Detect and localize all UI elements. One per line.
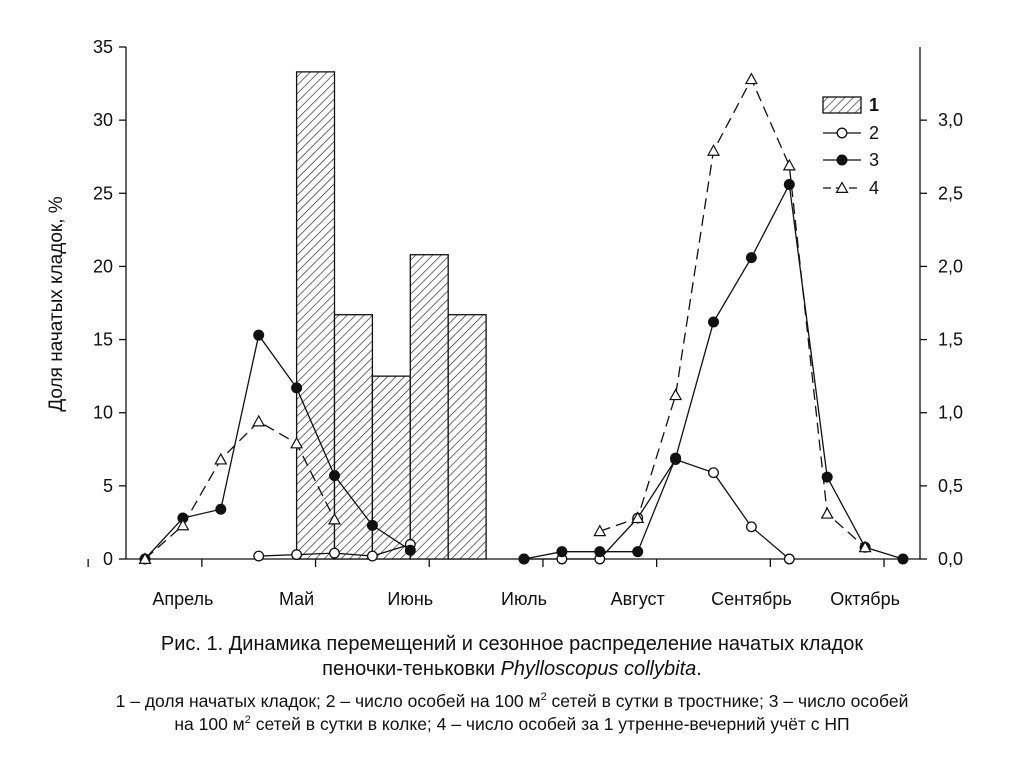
x-month-label: Август [611,589,665,609]
y-tick-label: 35 [93,37,113,57]
point-filled-circle [632,546,644,558]
point-open-circle [836,127,848,139]
y-tick-label: 10 [93,403,113,423]
point-open-triangle [327,512,342,525]
point-open-triangle [706,144,721,156]
legend-label: 3 [869,150,879,170]
point-filled-circle [594,546,606,558]
y2-tick-label: 2,0 [938,256,963,276]
point-open-triangle [290,436,304,449]
y2-tick-label: 0,5 [938,476,963,496]
point-open-triangle [138,552,152,565]
x-month-label: Октябрь [830,589,900,609]
x-month-label: Сентябрь [711,589,792,609]
y-tick-label: 30 [93,110,113,130]
y-tick-label: 0 [103,549,113,569]
axes: 0 5 10 15 20 25 30 35 0,0 0,5 1,0 1,5 2,0 2,5 3,0 Апрел… [87,37,963,609]
bar [447,314,487,560]
y2-tick-label: 1,5 [938,330,963,350]
point-open-triangle [593,524,607,537]
series-4 [138,72,872,565]
figure-caption-legend: 1 – доля начатых кладок; 2 – число особе… [0,690,1024,736]
caption-title-line2a: пеночки-теньковки [322,658,496,680]
point-open-circle [253,550,265,562]
figure-caption-title: Рис. 1. Динамика перемещений и сезонное … [0,632,1024,682]
x-month-label: Апрель [152,589,213,609]
caption-title-line1: Рис. 1. Динамика перемещений и сезонное … [160,633,864,655]
point-filled-circle [404,544,416,556]
superscript-2b: 2 [244,714,251,727]
bar [333,314,374,560]
point-filled-circle [329,470,340,482]
point-filled-circle [836,154,848,166]
caption-legend-1a: 1 – доля начатых кладок; 2 – число особе… [115,691,541,711]
y2-tick-label: 3,0 [938,110,963,130]
x-month-label: Июнь [387,589,433,609]
point-filled-circle [556,546,568,558]
point-filled-circle [518,553,530,565]
point-open-triangle [631,511,645,524]
x-month-label: Июль [501,589,547,609]
point-open-circle [291,549,303,561]
caption-legend-2a: на 100 м [174,714,245,734]
legend-label: 2 [869,123,879,143]
point-filled-circle [253,329,265,341]
point-filled-circle [366,519,378,531]
bar [371,375,411,560]
point-open-triangle [214,452,228,465]
y2-tick-label: 2,5 [938,183,963,203]
y-tick-label: 20 [93,256,113,276]
point-filled-circle [745,252,757,264]
bar [409,254,449,560]
legend-swatch-bar [822,96,862,114]
series-line-4 [144,420,336,560]
x-month-label: Май [279,589,314,609]
point-filled-circle [215,503,227,515]
point-filled-circle [708,316,719,328]
y-tick-label: 15 [93,330,113,350]
point-open-triangle [835,181,849,193]
point-filled-circle [821,471,833,483]
point-open-triangle [744,72,758,85]
series-line-4 [599,77,866,548]
caption-legend-2b: сетей в сутки в колке; 4 – число особей … [250,714,850,734]
point-open-circle [708,467,719,479]
caption-title-line2b: . [696,658,702,680]
point-filled-circle [897,553,909,565]
point-open-triangle [252,414,266,427]
y-tick-label: 5 [103,476,113,496]
superscript-2a: 2 [540,691,547,704]
y2-tick-label: 1,0 [938,403,963,423]
seasonal-dynamics-chart: 0 5 10 15 20 25 30 35 0,0 0,5 1,0 1,5 2,0 2,5 3,0 Апрел… [46,37,963,609]
legend: 1 2 3 4 [822,95,879,198]
point-open-circle [783,553,795,565]
y-tick-label: 25 [93,183,113,203]
point-open-triangle [820,506,834,519]
bar [295,71,336,560]
caption-legend-1b: сетей в сутки в тростнике; 3 – число осо… [546,691,909,711]
point-open-circle [329,547,340,559]
point-filled-circle [291,382,303,394]
legend-label: 1 [869,95,879,115]
y2-tick-label: 0,0 [938,549,963,569]
series-3 [139,179,909,565]
legend-label: 4 [869,178,879,198]
species-latin-name: Phylloscopus collybita [500,658,697,680]
series-line-2 [524,458,790,560]
series-line-3 [144,333,411,560]
point-open-triangle [858,540,872,553]
series-line-3 [523,182,904,560]
y-axis-label: Доля начатых кладок, % [46,196,67,411]
point-open-triangle [782,158,796,171]
point-open-circle [366,550,378,562]
point-filled-circle [783,179,795,191]
point-filled-circle [670,452,682,464]
point-open-triangle [176,518,190,531]
line-series [138,72,909,565]
point-open-circle [745,521,757,533]
bars-series-1 [295,71,487,560]
point-open-triangle [669,388,683,401]
